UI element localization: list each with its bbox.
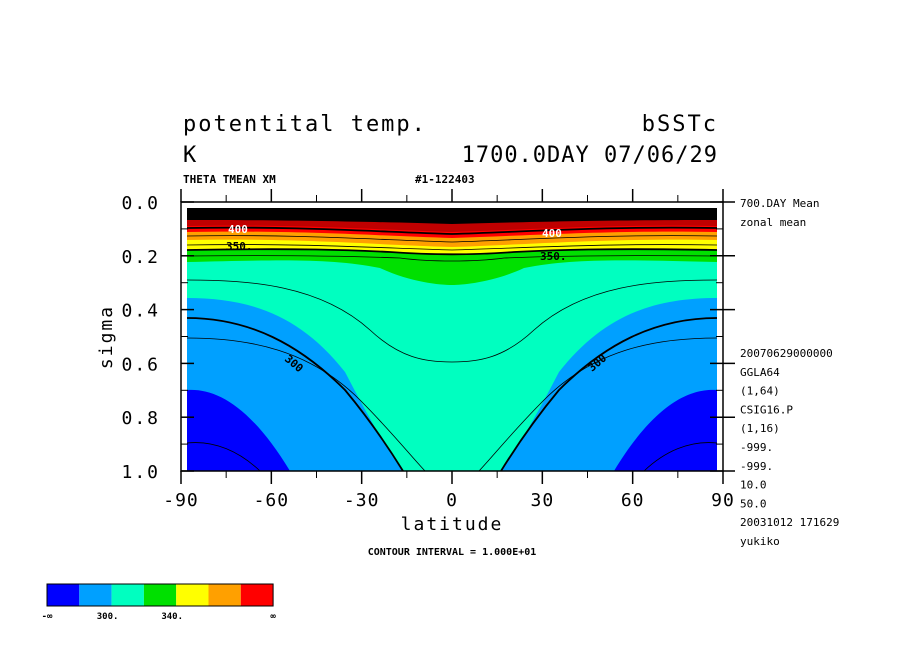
side-info-line: (1,16) bbox=[740, 422, 780, 435]
x-axis: -90 -60 -30 0 30 60 90 bbox=[163, 189, 735, 511]
y-tick-label: 1.0 bbox=[121, 462, 160, 483]
colorbar-swatch bbox=[111, 584, 144, 606]
contour-line-345 bbox=[187, 255, 717, 262]
colorbar-label: -∞ bbox=[42, 612, 53, 622]
colorbar-swatch bbox=[176, 584, 209, 606]
contour-line-320 bbox=[187, 337, 426, 471]
side-info-line: 20031012 171629 bbox=[740, 516, 839, 529]
x-tick-label: 30 bbox=[530, 490, 554, 511]
contour-line-300-right bbox=[500, 317, 717, 471]
x-tick-label: 60 bbox=[621, 490, 645, 511]
time-label: 1700.0DAY 07/06/29 bbox=[462, 143, 718, 168]
x-tick-label: 90 bbox=[711, 490, 735, 511]
colorbar-swatch bbox=[143, 584, 177, 606]
y-tick-label: 0.8 bbox=[121, 408, 160, 429]
side-info-line: GGLA64 bbox=[740, 366, 780, 379]
side-info-line: yukiko bbox=[740, 535, 780, 548]
x-tick-label: -90 bbox=[163, 490, 199, 511]
y-tick-label: 0.6 bbox=[121, 354, 160, 375]
side-info-top-line: zonal mean bbox=[740, 216, 806, 229]
x-tick-label: -30 bbox=[344, 490, 380, 511]
contour-line-290-left bbox=[187, 442, 261, 471]
contour-line-330 bbox=[187, 279, 717, 363]
fill-band-310 bbox=[187, 208, 717, 471]
contour-line-355 bbox=[187, 244, 717, 251]
side-info-line: (1,64) bbox=[740, 385, 780, 398]
side-info-top-line: 700.DAY Mean bbox=[740, 197, 819, 210]
variable-label: THETA TMEAN XM bbox=[183, 173, 276, 186]
contour-label-350-right: 350. bbox=[540, 250, 567, 263]
contour-interval-label: CONTOUR INTERVAL = 1.000E+01 bbox=[368, 547, 537, 558]
id-label: #1-122403 bbox=[415, 173, 475, 186]
side-info-line: 20070629000000 bbox=[740, 347, 833, 360]
contour-line-400 bbox=[187, 226, 717, 235]
plot-area: 300 300 350. 350. 400 400 bbox=[187, 208, 717, 471]
contour-line-300-left bbox=[187, 317, 404, 471]
colorbar: -∞ 300. 340. ∞ bbox=[42, 583, 276, 622]
contour-line-290-right bbox=[643, 442, 717, 471]
fill-band-black bbox=[187, 208, 717, 224]
contour-label-350-left: 350. bbox=[226, 240, 253, 253]
colorbar-label: ∞ bbox=[270, 612, 276, 622]
colorbar-swatch bbox=[47, 584, 80, 606]
colorbar-swatch bbox=[208, 584, 241, 606]
side-info-line: 10.0 bbox=[740, 479, 767, 492]
colorbar-frame bbox=[46, 583, 274, 607]
colorbar-label: 300. bbox=[97, 612, 119, 622]
colorbar-swatch bbox=[240, 584, 274, 606]
side-info-line: CSIG16.P bbox=[740, 403, 793, 416]
contour-label-400-left: 400 bbox=[228, 223, 248, 236]
side-info: 700.DAY Mean zonal mean 20070629000000 GGLA… bbox=[740, 197, 839, 548]
units-label: K bbox=[183, 143, 197, 168]
colorbar-swatch bbox=[79, 584, 112, 606]
y-tick-label: 0.4 bbox=[121, 301, 160, 322]
x-tick-label: -60 bbox=[254, 490, 290, 511]
contour-line-320-right bbox=[478, 337, 717, 471]
y-axis: 0.0 0.2 0.4 0.6 0.8 1.0 bbox=[121, 193, 735, 483]
y-tick-label: 0.0 bbox=[121, 193, 160, 214]
side-info-line: 50.0 bbox=[740, 497, 767, 510]
x-tick-label: 0 bbox=[446, 490, 458, 511]
chart-title: potentital temp. bbox=[183, 112, 427, 137]
run-label: bSSTc bbox=[642, 112, 718, 137]
contour-line-370 bbox=[187, 235, 717, 243]
contour-label-400-right: 400 bbox=[542, 227, 562, 240]
y-axis-label: sigma bbox=[96, 305, 117, 369]
x-axis-label: latitude bbox=[401, 514, 504, 535]
side-info-line: -999. bbox=[740, 460, 773, 473]
colorbar-label: 340. bbox=[161, 612, 183, 622]
side-info-line: -999. bbox=[740, 441, 773, 454]
contour-line-350 bbox=[187, 248, 717, 256]
y-tick-label: 0.2 bbox=[121, 247, 160, 268]
